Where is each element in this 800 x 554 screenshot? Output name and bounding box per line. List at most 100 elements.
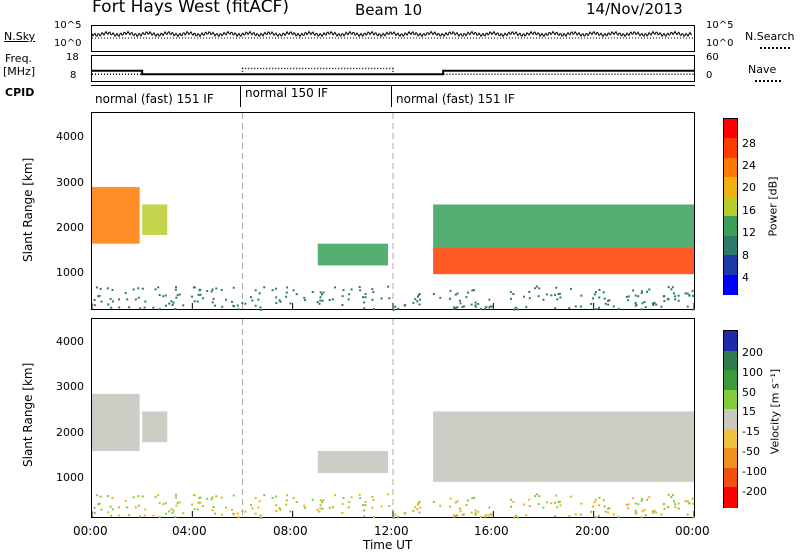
velocity-scatter-point	[110, 515, 112, 517]
velocity-scatter-point	[459, 508, 461, 510]
power-scatter-point	[477, 303, 479, 305]
plot-layer	[0, 0, 800, 554]
velocity-scatter-point	[97, 503, 99, 505]
velocity-scatter-point	[433, 501, 435, 503]
power-scatter-point	[94, 304, 96, 306]
velocity-scatter-point	[467, 499, 469, 501]
velocity-scatter-point	[139, 515, 141, 517]
power-scatter-point	[670, 288, 672, 290]
power-scatter-point	[465, 296, 467, 298]
velocity-scatter-point	[632, 497, 634, 499]
velocity-scatter-point	[678, 503, 680, 505]
power-echo-region	[142, 204, 167, 234]
power-scatter-point	[550, 294, 552, 296]
velocity-scatter-point	[667, 506, 669, 508]
velocity-scatter-point	[674, 503, 676, 505]
velocity-echo-region	[433, 411, 694, 455]
velocity-scatter-point	[513, 517, 515, 519]
velocity-scatter-point	[660, 514, 662, 516]
velocity-scatter-point	[244, 511, 246, 513]
power-scatter-point	[450, 290, 452, 292]
power-scatter-point	[110, 307, 112, 309]
velocity-scatter-point	[637, 503, 639, 505]
velocity-scatter-point	[412, 510, 414, 512]
velocity-scatter-point	[670, 496, 672, 498]
power-scatter-point	[296, 293, 298, 295]
power-scatter-point	[388, 297, 390, 299]
velocity-scatter-point	[628, 503, 630, 505]
power-scatter-point	[570, 288, 572, 290]
power-scatter-point	[363, 307, 365, 309]
velocity-scatter-point	[238, 516, 240, 518]
velocity-scatter-point	[275, 504, 277, 506]
velocity-echo-region	[433, 455, 694, 481]
velocity-scatter-point	[159, 502, 161, 504]
velocity-scatter-point	[322, 508, 324, 510]
velocity-scatter-point	[618, 516, 620, 518]
power-scatter-point	[459, 300, 461, 302]
velocity-scatter-point	[381, 505, 383, 507]
power-scatter-point	[303, 297, 305, 299]
power-scatter-point	[101, 301, 103, 303]
velocity-scatter-point	[198, 502, 200, 504]
power-scatter-point	[275, 296, 277, 298]
velocity-scatter-point	[692, 498, 694, 500]
power-scatter-point	[607, 300, 609, 302]
power-scatter-point	[672, 286, 674, 288]
velocity-scatter-point	[607, 512, 609, 514]
power-scatter-point	[580, 295, 582, 297]
velocity-scatter-point	[590, 511, 592, 513]
power-scatter-point	[595, 291, 597, 293]
velocity-scatter-point	[303, 505, 305, 507]
velocity-scatter-point	[463, 513, 465, 515]
power-scatter-point	[668, 286, 670, 288]
power-scatter-point	[595, 308, 597, 310]
velocity-scatter-point	[125, 500, 127, 502]
power-scatter-point	[637, 295, 639, 297]
velocity-scatter-point	[157, 494, 159, 496]
power-scatter-point	[471, 304, 473, 306]
velocity-scatter-point	[554, 502, 556, 504]
power-scatter-point	[320, 296, 322, 298]
velocity-scatter-point	[170, 508, 172, 510]
power-scatter-point	[225, 299, 227, 301]
power-scatter-point	[414, 298, 416, 300]
velocity-scatter-point	[652, 511, 654, 513]
power-scatter-point	[323, 292, 325, 294]
velocity-scatter-point	[173, 510, 175, 512]
velocity-scatter-point	[480, 516, 482, 518]
velocity-scatter-point	[334, 494, 336, 496]
velocity-scatter-point	[182, 512, 184, 514]
power-scatter-point	[110, 298, 112, 300]
velocity-scatter-point	[542, 507, 544, 509]
power-scatter-point	[510, 298, 512, 300]
power-scatter-point	[96, 286, 98, 288]
velocity-scatter-point	[538, 503, 540, 505]
velocity-scatter-point	[342, 503, 344, 505]
velocity-scatter-point	[388, 505, 390, 507]
velocity-scatter-point	[251, 507, 253, 509]
power-scatter-point	[674, 298, 676, 300]
power-scatter-point	[321, 293, 323, 295]
power-scatter-point	[480, 308, 482, 310]
power-scatter-point	[542, 299, 544, 301]
velocity-scatter-point	[197, 508, 199, 510]
power-scatter-point	[126, 298, 128, 300]
power-scatter-point	[152, 307, 154, 309]
velocity-scatter-point	[348, 506, 350, 508]
velocity-scatter-point	[94, 507, 96, 509]
velocity-scatter-point	[419, 511, 421, 513]
power-scatter-point	[488, 299, 490, 301]
power-scatter-point	[237, 305, 239, 307]
velocity-scatter-point	[363, 515, 365, 517]
power-scatter-point	[685, 292, 687, 294]
power-scatter-point	[320, 291, 322, 293]
power-scatter-point	[646, 291, 648, 293]
velocity-scatter-point	[118, 514, 120, 516]
velocity-scatter-point	[118, 506, 120, 508]
velocity-scatter-point	[477, 511, 479, 513]
power-scatter-point	[177, 294, 179, 296]
velocity-scatter-point	[635, 502, 637, 504]
power-scatter-point	[100, 288, 102, 290]
power-scatter-point	[144, 307, 146, 309]
